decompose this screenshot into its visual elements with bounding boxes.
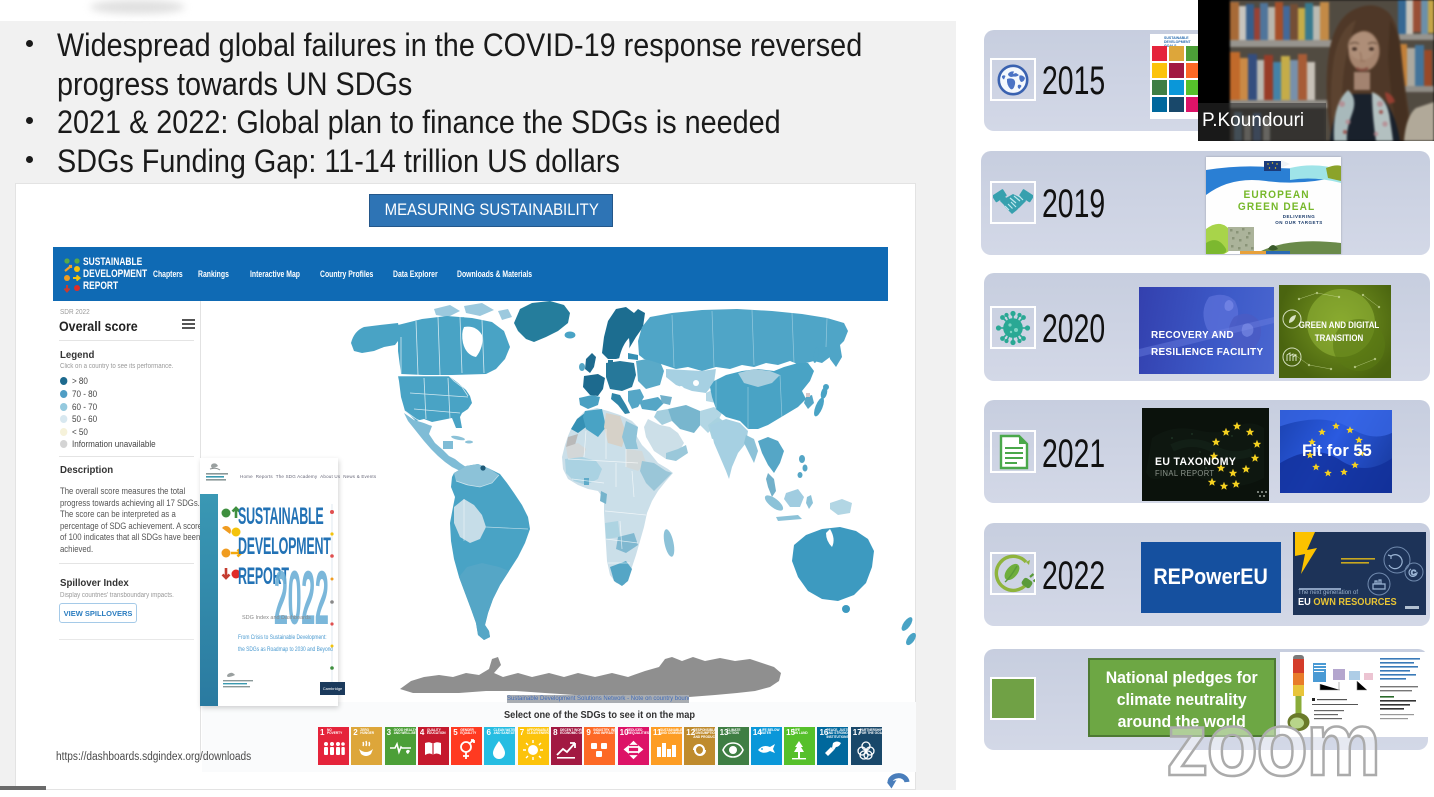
svg-text:C: C xyxy=(1411,570,1416,577)
